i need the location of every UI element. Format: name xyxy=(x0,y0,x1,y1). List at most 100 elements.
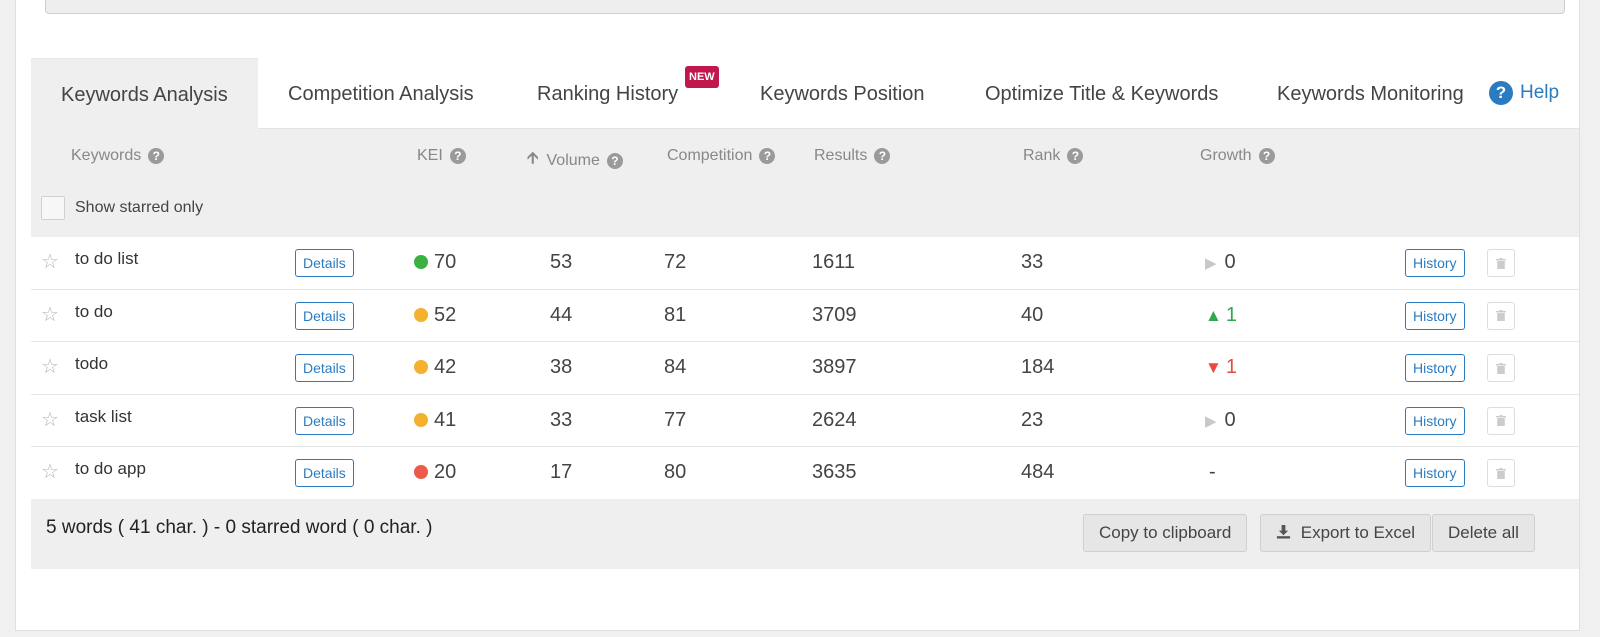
export-to-excel-button[interactable]: Export to Excel xyxy=(1260,514,1432,552)
growth-value: 1 xyxy=(1225,356,1237,378)
rank-value: 484 xyxy=(1021,461,1055,483)
top-input-box[interactable] xyxy=(45,0,1565,14)
tab-keywords-monitoring[interactable]: Keywords Monitoring xyxy=(1277,58,1464,129)
question-icon[interactable]: ? xyxy=(606,152,623,169)
growth-value: 1 xyxy=(1225,303,1237,326)
table-row: ☆ to do app Details 20 17 80 3635 484 - … xyxy=(31,447,1579,500)
kei-status-dot xyxy=(414,465,428,479)
star-icon[interactable]: ☆ xyxy=(41,408,59,431)
kei-status-dot xyxy=(414,360,428,374)
tab-bar: Keywords Analysis Competition Analysis R… xyxy=(31,58,1579,129)
delete-row-button[interactable] xyxy=(1487,406,1515,435)
column-volume[interactable]: 🡩 Volume? xyxy=(527,147,623,174)
growth-flat-icon: ▶ xyxy=(1205,255,1217,272)
kei-value: 70 xyxy=(434,251,457,273)
tab-keywords-position[interactable]: Keywords Position xyxy=(760,58,925,129)
show-starred-checkbox[interactable] xyxy=(41,196,65,220)
competition-value: 81 xyxy=(664,303,687,326)
tab-optimize-title-keywords[interactable]: Optimize Title & Keywords xyxy=(985,58,1218,129)
table-footer: 5 words ( 41 char. ) - 0 starred word ( … xyxy=(31,499,1579,569)
competition-value: 80 xyxy=(664,461,687,483)
volume-value: 33 xyxy=(550,408,573,431)
column-competition[interactable]: Competition? xyxy=(667,147,776,165)
history-button[interactable]: History xyxy=(1405,301,1465,330)
tab-label: Keywords Position xyxy=(760,83,925,105)
question-icon[interactable]: ? xyxy=(449,148,466,164)
tab-label: Competition Analysis xyxy=(288,83,474,105)
details-button[interactable]: Details xyxy=(295,249,354,277)
column-growth[interactable]: Growth? xyxy=(1200,147,1275,165)
delete-all-button[interactable]: Delete all xyxy=(1432,514,1535,552)
growth-down-icon: ▼ xyxy=(1205,358,1222,377)
star-icon[interactable]: ☆ xyxy=(41,303,59,326)
kei-cell: 41 xyxy=(414,395,456,447)
column-label: Volume xyxy=(546,151,600,169)
tab-competition-analysis[interactable]: Competition Analysis xyxy=(288,58,474,129)
trash-icon xyxy=(1496,362,1506,374)
column-label: Rank xyxy=(1023,147,1061,164)
help-label: Help xyxy=(1520,82,1560,103)
word-count-summary: 5 words ( 41 char. ) - 0 starred word ( … xyxy=(46,517,433,538)
tab-label: Keywords Monitoring xyxy=(1277,83,1464,105)
button-label: Copy to clipboard xyxy=(1099,523,1232,542)
growth-cell: - xyxy=(1205,447,1216,499)
trash-icon xyxy=(1496,415,1506,426)
rank-value: 184 xyxy=(1021,356,1055,378)
star-icon[interactable]: ☆ xyxy=(41,356,59,378)
star-icon[interactable]: ☆ xyxy=(41,461,59,483)
column-label: Results xyxy=(814,147,868,164)
details-button[interactable]: Details xyxy=(295,301,354,330)
help-link[interactable]: ? Help xyxy=(1489,78,1559,108)
new-badge: NEW xyxy=(685,66,719,88)
results-value: 3709 xyxy=(812,303,857,326)
question-icon[interactable]: ? xyxy=(1258,148,1275,164)
column-keywords[interactable]: Keywords? xyxy=(71,147,165,165)
keyword-text: to do app xyxy=(75,459,146,478)
table-row: ☆ todo Details 42 38 84 3897 184 ▼ 1 Hist… xyxy=(31,342,1579,395)
question-icon[interactable]: ? xyxy=(874,148,891,164)
tab-keywords-analysis[interactable]: Keywords Analysis xyxy=(31,58,258,129)
column-results[interactable]: Results? xyxy=(814,147,891,165)
delete-row-button[interactable] xyxy=(1487,354,1515,382)
competition-value: 77 xyxy=(664,408,687,431)
results-value: 3897 xyxy=(812,356,857,378)
results-value: 2624 xyxy=(812,408,857,431)
rank-value: 40 xyxy=(1021,303,1044,326)
history-button[interactable]: History xyxy=(1405,249,1465,277)
copy-to-clipboard-button[interactable]: Copy to clipboard xyxy=(1083,514,1248,552)
kei-value: 41 xyxy=(434,408,457,431)
competition-value: 84 xyxy=(664,356,687,378)
download-icon xyxy=(1276,523,1301,542)
history-button[interactable]: History xyxy=(1405,354,1465,382)
details-button[interactable]: Details xyxy=(295,354,354,382)
kei-cell: 52 xyxy=(414,290,456,342)
question-icon[interactable]: ? xyxy=(759,148,776,164)
growth-cell: ▼ 1 xyxy=(1205,342,1237,394)
kei-value: 20 xyxy=(434,461,457,483)
history-button[interactable]: History xyxy=(1405,406,1465,435)
kei-status-dot xyxy=(414,307,428,322)
delete-row-button[interactable] xyxy=(1487,301,1515,330)
details-button[interactable]: Details xyxy=(295,406,354,435)
column-rank[interactable]: Rank? xyxy=(1023,147,1084,165)
rank-value: 33 xyxy=(1021,251,1044,273)
keyword-text: task list xyxy=(75,406,132,426)
delete-row-button[interactable] xyxy=(1487,249,1515,277)
details-button[interactable]: Details xyxy=(295,459,354,487)
star-icon[interactable]: ☆ xyxy=(41,251,59,273)
volume-value: 38 xyxy=(550,356,573,378)
button-label: Export to Excel xyxy=(1300,523,1416,542)
history-button[interactable]: History xyxy=(1405,459,1465,487)
question-icon[interactable]: ? xyxy=(1067,148,1084,164)
delete-row-button[interactable] xyxy=(1487,459,1515,487)
table-header: Keywords? KEI? 🡩 Volume? Competition? Res… xyxy=(31,129,1579,237)
column-kei[interactable]: KEI? xyxy=(417,147,466,165)
tab-ranking-history[interactable]: Ranking History xyxy=(537,58,678,129)
volume-value: 17 xyxy=(550,461,573,483)
volume-value: 44 xyxy=(550,303,573,326)
button-label: Delete all xyxy=(1448,523,1519,542)
question-icon[interactable]: ? xyxy=(148,148,165,164)
kei-value: 42 xyxy=(434,356,457,378)
kei-cell: 20 xyxy=(414,447,456,499)
growth-value: - xyxy=(1209,461,1216,483)
